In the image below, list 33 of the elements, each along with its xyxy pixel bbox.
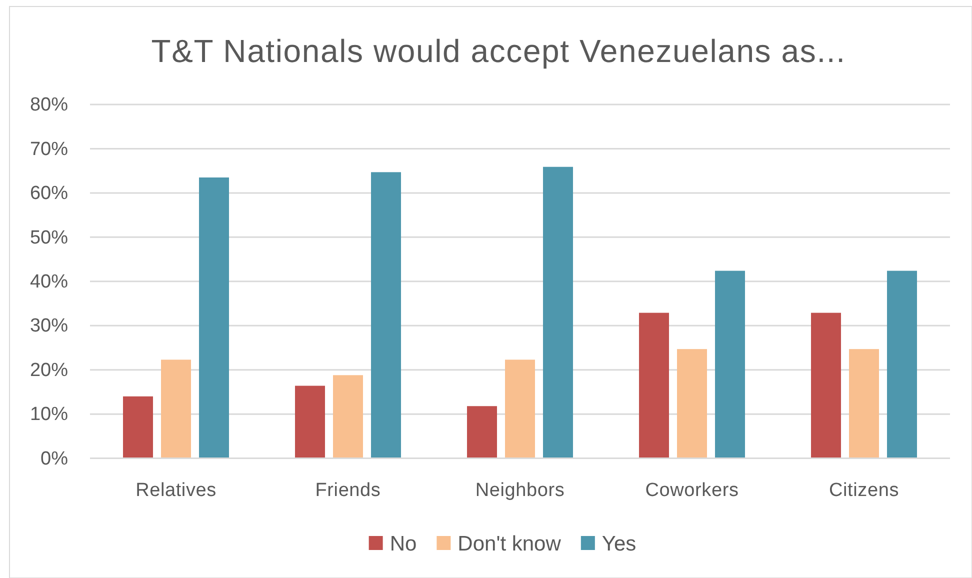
x-tick-label: Relatives bbox=[136, 480, 216, 501]
y-tick-label: 30% bbox=[30, 316, 68, 337]
x-tick-label: Neighbors bbox=[475, 480, 565, 501]
y-tick-label: 70% bbox=[30, 138, 68, 160]
legend-label: Don't know bbox=[458, 532, 562, 556]
y-tick-label: 20% bbox=[30, 360, 68, 381]
bar bbox=[199, 177, 229, 458]
x-tick-label: Friends bbox=[315, 480, 381, 501]
bar bbox=[161, 360, 191, 458]
chart-title: T&T Nationals would accept Venezuelans as... bbox=[151, 33, 846, 69]
bar bbox=[849, 349, 879, 458]
x-tick-label: Citizens bbox=[829, 480, 899, 501]
bar bbox=[677, 349, 707, 458]
bar bbox=[333, 375, 363, 458]
y-tick-label: 40% bbox=[30, 271, 68, 292]
bar bbox=[467, 406, 497, 458]
legend-label: No bbox=[390, 532, 417, 556]
bar bbox=[505, 360, 535, 458]
legend-label: Yes bbox=[602, 532, 636, 556]
bar bbox=[295, 386, 325, 458]
bar bbox=[639, 312, 669, 458]
bar bbox=[123, 396, 153, 458]
y-tick-label: 60% bbox=[30, 183, 68, 204]
bar bbox=[811, 312, 841, 458]
y-tick-label: 80% bbox=[30, 94, 68, 116]
y-tick-label: 10% bbox=[30, 404, 68, 426]
x-tick-label: Coworkers bbox=[645, 480, 739, 501]
bar bbox=[887, 270, 917, 458]
bar bbox=[543, 166, 573, 458]
bar bbox=[715, 270, 745, 458]
y-tick-label: 50% bbox=[30, 227, 68, 248]
bar bbox=[371, 172, 401, 458]
y-tick-label: 0% bbox=[40, 448, 68, 470]
